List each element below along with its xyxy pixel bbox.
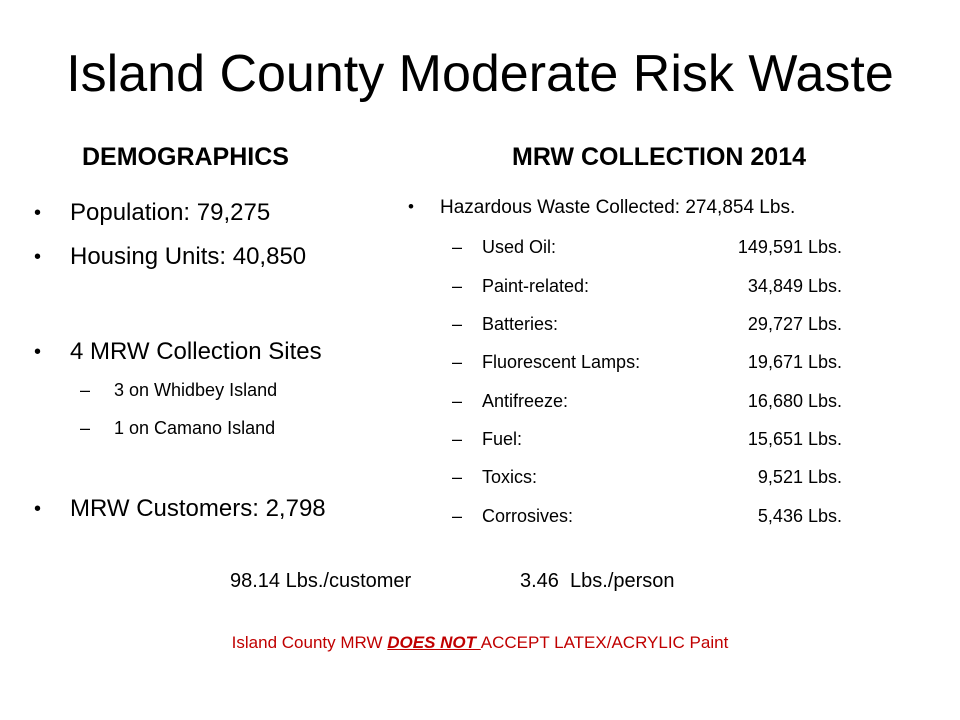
notice-text-start: Island County MRW <box>231 633 388 652</box>
collection-heading: MRW COLLECTION 2014 <box>512 143 807 171</box>
slide-title: Island County Moderate Risk Waste <box>66 45 894 103</box>
waste-item-value: 16,680 Lbs. <box>747 391 842 411</box>
site-item: – 3 on Whidbey Island <box>80 377 278 403</box>
waste-item-name: Batteries: <box>482 314 559 334</box>
dash-icon: – <box>452 314 463 334</box>
waste-item: – Antifreeze: 16,680 Lbs. <box>452 387 842 415</box>
per-person-stat: 3.46 Lbs./person <box>520 570 675 592</box>
notice-text-end: ACCEPT LATEX/ACRYLIC Paint <box>480 633 729 652</box>
bullet-icon: • <box>34 202 42 224</box>
waste-item-name: Toxics: <box>482 467 538 487</box>
population-text: Population: 79,275 <box>70 199 271 226</box>
waste-item-value: 5,436 Lbs. <box>757 506 842 526</box>
site-item-text: 3 on Whidbey Island <box>114 380 278 400</box>
bullet-icon: • <box>408 197 414 216</box>
bullet-icon: • <box>34 341 42 363</box>
customers-text: MRW Customers: 2,798 <box>70 495 326 522</box>
dash-icon: – <box>80 380 91 400</box>
waste-item: – Used Oil: 149,591 Lbs. <box>452 233 842 261</box>
sites-bullet: • 4 MRW Collection Sites <box>34 336 322 368</box>
housing-bullet: • Housing Units: 40,850 <box>34 241 307 273</box>
customers-bullet: • MRW Customers: 2,798 <box>34 493 326 525</box>
waste-item-name: Fluorescent Lamps: <box>482 352 641 372</box>
bullet-icon: • <box>34 246 42 268</box>
waste-item: – Toxics: 9,521 Lbs. <box>452 463 842 491</box>
waste-item: – Paint-related: 34,849 Lbs. <box>452 272 842 300</box>
waste-item-value: 149,591 Lbs. <box>737 237 842 257</box>
waste-item-name: Fuel: <box>482 429 523 449</box>
dash-icon: – <box>452 467 463 487</box>
site-item: – 1 on Camano Island <box>80 415 276 441</box>
sites-text: 4 MRW Collection Sites <box>70 338 322 365</box>
dash-icon: – <box>452 352 463 372</box>
waste-item-value: 34,849 Lbs. <box>747 276 842 296</box>
dash-icon: – <box>452 391 463 411</box>
total-text: Hazardous Waste Collected: 274,854 Lbs. <box>440 197 796 218</box>
dash-icon: – <box>452 276 463 296</box>
site-item-text: 1 on Camano Island <box>114 418 276 438</box>
waste-item: – Batteries: 29,727 Lbs. <box>452 310 842 338</box>
total-bullet: • Hazardous Waste Collected: 274,854 Lbs… <box>408 194 796 222</box>
waste-item: – Fluorescent Lamps: 19,671 Lbs. <box>452 348 842 376</box>
housing-text: Housing Units: 40,850 <box>70 243 307 270</box>
per-customer-stat: 98.14 Lbs./customer <box>230 570 412 592</box>
dash-icon: – <box>80 418 91 438</box>
waste-item-value: 29,727 Lbs. <box>747 314 842 334</box>
dash-icon: – <box>452 429 463 449</box>
waste-item-value: 19,671 Lbs. <box>747 352 842 372</box>
dash-icon: – <box>452 237 463 257</box>
demographics-heading: DEMOGRAPHICS <box>82 143 289 171</box>
dash-icon: – <box>452 506 463 526</box>
waste-item-name: Paint-related: <box>482 276 590 296</box>
waste-item: – Corrosives: 5,436 Lbs. <box>452 502 842 530</box>
waste-item-name: Antifreeze: <box>482 391 569 411</box>
waste-item-name: Corrosives: <box>482 506 574 526</box>
population-bullet: • Population: 79,275 <box>34 197 271 229</box>
waste-item-value: 15,651 Lbs. <box>747 429 842 449</box>
notice-emphasis: DOES NOT <box>387 633 481 652</box>
latex-paint-notice: Island County MRW DOES NOT ACCEPT LATEX/… <box>0 630 960 656</box>
waste-item-name: Used Oil: <box>482 237 557 257</box>
bullet-icon: • <box>34 498 42 520</box>
waste-item-value: 9,521 Lbs. <box>757 467 842 487</box>
waste-item: – Fuel: 15,651 Lbs. <box>452 425 842 453</box>
